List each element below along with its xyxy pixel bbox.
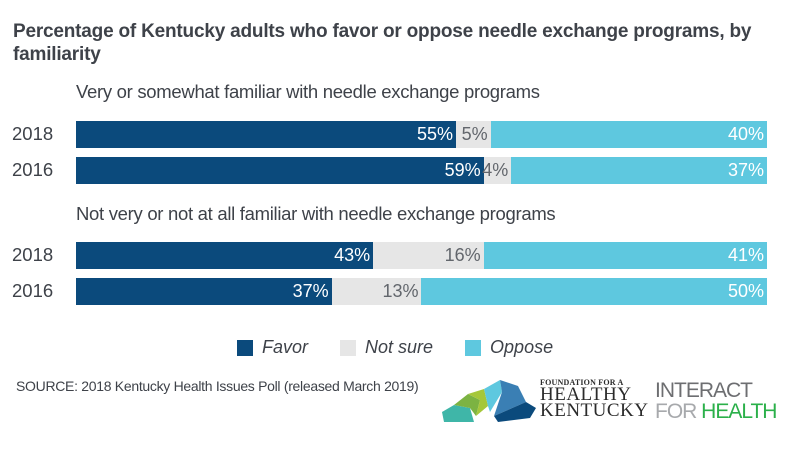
ifh-logo-for: FOR bbox=[655, 400, 702, 423]
data-label-favor: 55% bbox=[417, 124, 454, 144]
kentucky-map-icon bbox=[442, 380, 536, 422]
bar-segment-not-sure: 5% bbox=[456, 121, 491, 148]
legend-item-favor: Favor bbox=[237, 337, 308, 358]
foundation-healthy-kentucky-logo: FOUNDATION FOR A HEALTHY KENTUCKY bbox=[440, 378, 648, 423]
category-label: 2018 bbox=[12, 123, 54, 144]
bar-segment-favor: 37% bbox=[76, 278, 332, 305]
data-label-not-sure: 4% bbox=[482, 160, 509, 180]
data-label-oppose: 50% bbox=[727, 281, 764, 301]
data-label-favor: 43% bbox=[334, 245, 371, 265]
category-label: 2018 bbox=[12, 244, 54, 265]
ifh-logo-line1: INTERACT bbox=[655, 379, 753, 402]
data-label-oppose: 37% bbox=[727, 160, 764, 180]
legend-item-not-sure: Not sure bbox=[340, 337, 433, 358]
bar-row: 37% 13% 50% bbox=[76, 278, 767, 305]
data-label-favor: 37% bbox=[292, 281, 329, 301]
bar-segment-not-sure: 13% bbox=[331, 278, 422, 305]
bar-segment-not-sure: 4% bbox=[482, 157, 512, 184]
bar-segment-not-sure: 16% bbox=[373, 242, 484, 269]
category-label: 2016 bbox=[12, 280, 54, 301]
group-label-1: Not very or not at all familiar with nee… bbox=[76, 203, 556, 224]
chart-title: Percentage of Kentucky adults who favor … bbox=[13, 21, 752, 65]
legend-swatch-favor bbox=[237, 339, 253, 356]
legend-label-not-sure: Not sure bbox=[365, 337, 434, 357]
legend-item-oppose: Oppose bbox=[465, 337, 553, 358]
bar-segment-favor: 43% bbox=[76, 242, 374, 269]
bar-segment-oppose: 37% bbox=[511, 157, 767, 184]
bar-segment-oppose: 50% bbox=[421, 278, 767, 305]
bar-row: 59% 4% 37% bbox=[76, 157, 767, 184]
category-label: 2016 bbox=[12, 159, 54, 180]
bar-segment-oppose: 40% bbox=[490, 121, 767, 148]
data-label-oppose: 41% bbox=[727, 245, 764, 265]
data-label-not-sure: 5% bbox=[461, 124, 488, 144]
bar-row: 43% 16% 41% bbox=[76, 242, 767, 269]
bar-segment-favor: 55% bbox=[76, 121, 457, 148]
fhk-logo-line3: KENTUCKY bbox=[540, 400, 649, 421]
legend-swatch-not-sure bbox=[340, 339, 357, 356]
data-label-not-sure: 13% bbox=[382, 281, 419, 301]
group-label-0: Very or somewhat familiar with needle ex… bbox=[76, 81, 540, 102]
bar-segment-oppose: 41% bbox=[483, 242, 767, 269]
bar-row: 55% 5% 40% bbox=[76, 121, 767, 148]
data-label-favor: 59% bbox=[444, 160, 481, 180]
data-label-oppose: 40% bbox=[727, 124, 764, 144]
fhk-logo-line2: HEALTHY bbox=[540, 384, 632, 405]
bar-segment-favor: 59% bbox=[76, 157, 484, 184]
legend-swatch-oppose bbox=[465, 339, 482, 356]
fhk-logo-line1: FOUNDATION FOR A bbox=[540, 378, 624, 387]
source-note: SOURCE: 2018 Kentucky Health Issues Poll… bbox=[16, 378, 419, 394]
data-label-not-sure: 16% bbox=[444, 245, 481, 265]
ifh-logo-health: HEALTH bbox=[701, 400, 777, 423]
legend-label-oppose: Oppose bbox=[490, 337, 554, 357]
ifh-logo-line2: FOR HEALTH bbox=[655, 400, 777, 423]
legend: Favor Not sure Oppose bbox=[237, 337, 585, 358]
interact-for-health-logo: INTERACT FOR HEALTH bbox=[655, 379, 777, 423]
legend-label-favor: Favor bbox=[262, 337, 309, 357]
